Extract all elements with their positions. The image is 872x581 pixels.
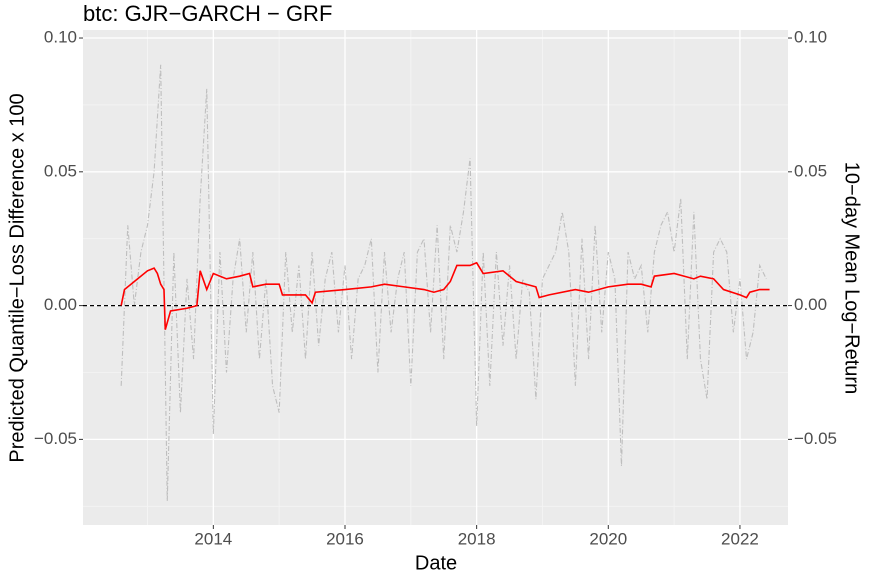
x-tick-label: 2016	[326, 529, 364, 548]
y2-tick-label: 0.10	[794, 28, 827, 47]
y-tick-label: 0.00	[44, 295, 77, 314]
y-axis-label: Predicted Quantile−Loss Difference x 100	[6, 93, 28, 462]
y2-axis-label: 10−day Mean Log−Return	[841, 162, 863, 394]
x-tick-label: 2018	[458, 529, 496, 548]
x-tick-label: 2014	[194, 529, 232, 548]
y-tick-label: −0.05	[34, 429, 77, 448]
series-line	[120, 64, 767, 501]
y-tick-label: 0.10	[44, 28, 77, 47]
panel	[83, 30, 788, 525]
chart-title: btc: GJR−GARCH − GRF	[83, 1, 332, 26]
x-axis-label: Date	[415, 552, 457, 574]
y2-tick-label: −0.05	[794, 429, 837, 448]
y-tick-label: 0.05	[44, 161, 77, 180]
x-tick-label: 2022	[721, 529, 759, 548]
series-line	[120, 261, 770, 330]
y2-tick-label: 0.05	[794, 161, 827, 180]
x-tick-label: 2020	[589, 529, 627, 548]
y2-tick-label: 0.00	[794, 295, 827, 314]
